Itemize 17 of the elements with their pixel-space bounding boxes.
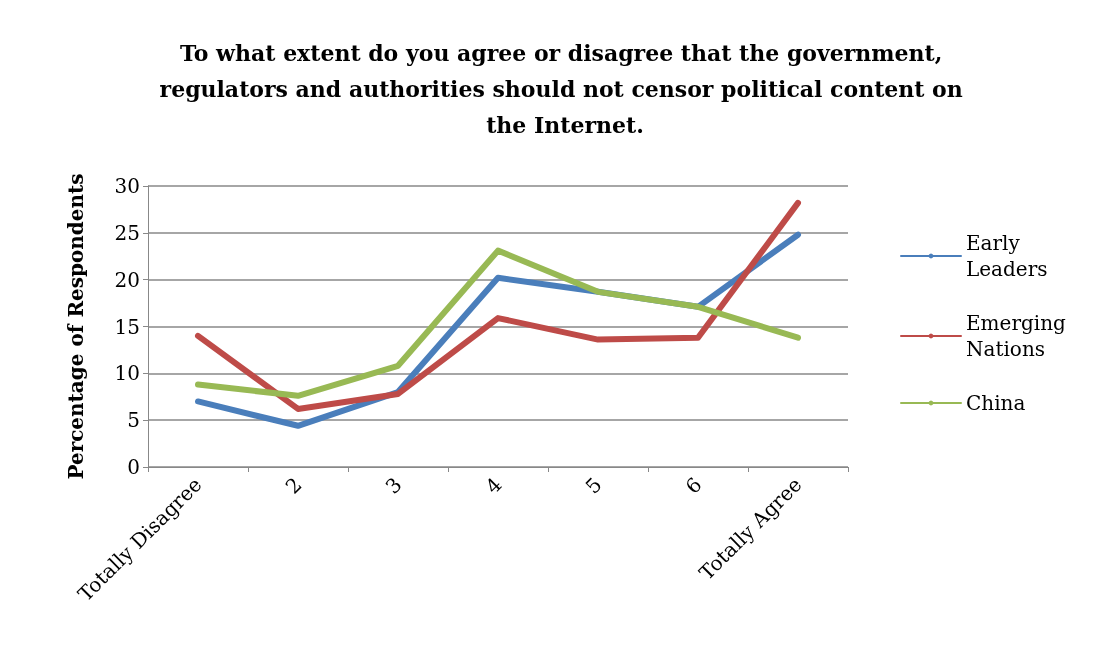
x-tick-label: 2 [280, 472, 307, 499]
y-tick-label: 10 [114, 361, 140, 386]
x-tick-label: 5 [580, 472, 607, 499]
y-tick-label: 5 [127, 408, 140, 433]
chart-title: To what extent do you agree or disagree that the government, regulators and authorities should not censor political content on the Internet. [159, 40, 971, 138]
y-tick-label: 30 [114, 174, 140, 198]
y-tick-label: 15 [114, 314, 140, 339]
y-tick-label: 0 [127, 455, 140, 479]
y-tick-label: 25 [114, 220, 140, 245]
y-axis-title: Percentage of Respondents [64, 173, 88, 480]
legend-label: Emerging Nations [966, 311, 1073, 361]
legend-label: Early Leaders [966, 231, 1048, 281]
y-tick-label: 20 [114, 267, 140, 292]
x-tick-label: 4 [480, 472, 507, 499]
legend-label: China [966, 391, 1026, 415]
x-tick-label: 6 [680, 472, 707, 499]
x-tick-label: 3 [380, 472, 407, 499]
